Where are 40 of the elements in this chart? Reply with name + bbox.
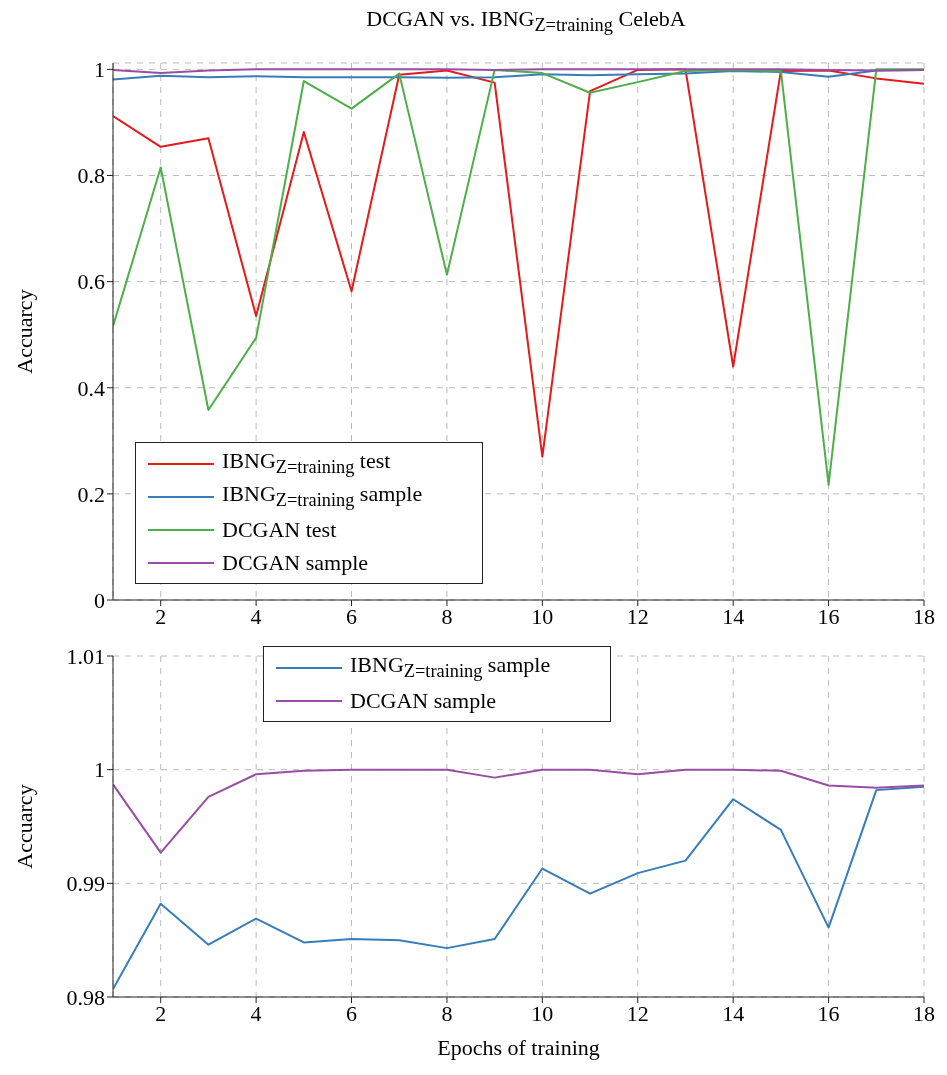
- y-tick-label: 0: [94, 587, 105, 613]
- x-tick-label: 12: [626, 603, 649, 629]
- chart-title: DCGAN vs. IBNG$_{Z=training}$ CelebA: [365, 6, 687, 38]
- x-tick-label: 4: [250, 1000, 262, 1026]
- legend-label: DCGAN sample: [350, 687, 498, 714]
- y-tick-label: 1: [94, 757, 105, 783]
- x-tick-label: 16: [817, 603, 840, 629]
- x-tick-label: 6: [346, 603, 358, 629]
- x-tick-label: 10: [531, 1000, 554, 1026]
- y-axis-title: Accuarcy: [11, 784, 37, 869]
- y-tick-label: 0.2: [77, 481, 105, 507]
- x-tick-label: 18: [913, 1000, 935, 1026]
- x-tick-label: 8: [441, 1000, 453, 1026]
- legend-label: IBNG$_{Z=training}$ sample: [222, 481, 424, 512]
- y-tick-label: 0.99: [66, 871, 105, 897]
- x-tick-label: 6: [346, 1000, 358, 1026]
- x-axis-title: Epochs of training: [437, 1035, 600, 1060]
- x-tick-label: 8: [441, 603, 453, 629]
- y-axis-title: Accuarcy: [11, 289, 37, 374]
- x-tick-label: 10: [531, 603, 554, 629]
- x-tick-label: 14: [722, 603, 745, 629]
- line-series: [113, 768, 924, 854]
- x-tick-label: 2: [155, 603, 167, 629]
- y-tick-label: 0.98: [66, 984, 105, 1010]
- x-tick-label: 18: [913, 603, 935, 629]
- legend-label: DCGAN sample: [222, 549, 370, 576]
- y-tick-label: 1.01: [66, 643, 105, 669]
- y-tick-label: 0.8: [77, 163, 105, 189]
- x-tick-label: 4: [250, 603, 262, 629]
- legend-label: DCGAN test: [222, 516, 338, 543]
- legend-label: IBNG$_{Z=training}$ sample: [350, 652, 552, 683]
- x-tick-label: 16: [817, 1000, 840, 1026]
- x-tick-label: 14: [722, 1000, 745, 1026]
- x-tick-label: 12: [626, 1000, 649, 1026]
- line-series: [113, 785, 924, 991]
- y-tick-label: 0.6: [77, 269, 105, 295]
- x-tick-label: 2: [155, 1000, 167, 1026]
- legend-label: IBNG$_{Z=training}$ test: [222, 448, 392, 479]
- y-tick-label: 0.4: [77, 375, 105, 401]
- y-tick-label: 1: [94, 57, 105, 83]
